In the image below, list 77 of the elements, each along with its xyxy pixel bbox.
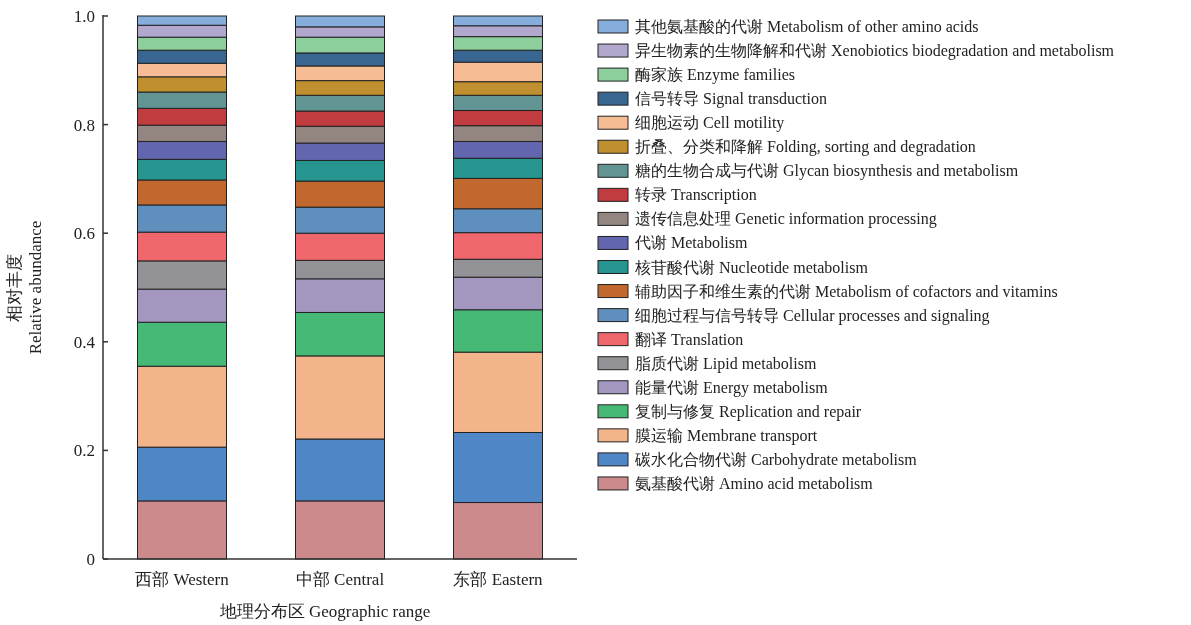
bar xyxy=(137,124,227,142)
bar xyxy=(453,36,543,51)
bar xyxy=(295,125,385,144)
y-tick-label: 0.8 xyxy=(73,115,95,135)
bar xyxy=(453,258,543,278)
legend-label: 代谢 Metabolism xyxy=(634,234,748,252)
y-tick-label: 0.4 xyxy=(73,332,96,352)
bar xyxy=(137,140,227,160)
bar xyxy=(453,125,543,142)
bar xyxy=(295,438,385,502)
legend-label: 能量代谢 Energy metabolism xyxy=(635,378,829,397)
legend-label: 核苷酸代谢 Nucleotide metabolism xyxy=(634,258,869,276)
y-tick-label: 0.6 xyxy=(73,224,95,244)
bar xyxy=(453,502,543,560)
bar xyxy=(295,15,385,28)
legend-label: 脂质代谢 Lipid metabolism xyxy=(635,354,817,373)
legend-label: 翻译 Translation xyxy=(635,330,744,348)
bar xyxy=(137,446,227,502)
x-axis-title: 地理分布区 Geographic range xyxy=(218,602,431,621)
y-axis-title: 相对丰度 Relative abundance xyxy=(5,220,45,355)
bar xyxy=(295,500,385,560)
y-tick-label: 0 xyxy=(86,550,95,569)
legend-label: 复制与修复 Replication and repair xyxy=(635,402,862,421)
legend-label: 转录 Transcription xyxy=(635,186,757,205)
bar xyxy=(295,232,385,261)
bar xyxy=(295,180,385,208)
bar xyxy=(137,260,227,290)
bar xyxy=(137,500,227,560)
legend-label: 辅助因子和维生素的代谢 Metabolism of cofactors and vitamins xyxy=(635,282,1058,300)
bar xyxy=(137,15,227,26)
bar xyxy=(295,142,385,161)
bar xyxy=(295,80,385,96)
bar xyxy=(453,81,543,96)
legend-label: 细胞过程与信号转导 Cellular processes and signaling xyxy=(635,306,990,325)
bar xyxy=(295,94,385,112)
bar xyxy=(137,231,227,262)
bar xyxy=(137,107,227,126)
x-tick-label: 东部 Eastern xyxy=(453,570,544,589)
bar xyxy=(453,276,543,311)
bar xyxy=(137,179,227,206)
bar xyxy=(453,232,543,260)
bar xyxy=(453,140,543,159)
legend-label: 细胞运动 Cell motility xyxy=(635,114,785,133)
legend-label: 遗传信息处理 Genetic information processing xyxy=(635,210,937,229)
bar xyxy=(453,15,543,27)
legend-label: 碳水化合物代谢 Carbohydrate metabolism xyxy=(634,450,918,469)
y-tick-label: 1.0 xyxy=(73,7,95,26)
bar xyxy=(295,311,385,357)
x-tick-label: 西部 Western xyxy=(135,570,230,589)
bar xyxy=(137,76,227,93)
bar xyxy=(137,288,227,323)
bar xyxy=(453,61,543,83)
legend-label: 氨基酸代谢 Amino acid metabolism xyxy=(635,474,874,492)
legend-label: 酶家族 Enzyme families xyxy=(635,66,795,85)
bar xyxy=(295,355,385,440)
bar xyxy=(453,177,543,210)
y-tick-label: 0.2 xyxy=(73,441,95,461)
bar xyxy=(137,91,227,109)
legend-label: 膜运输 Membrane transport xyxy=(635,426,818,445)
bar xyxy=(137,321,227,367)
legend-label: 信号转导 Signal transduction xyxy=(635,90,827,109)
bar xyxy=(295,110,385,127)
bar xyxy=(453,309,543,353)
legend-label: 糖的生物合成与代谢 Glycan biosynthesis and metabolism xyxy=(635,162,1019,181)
bar xyxy=(137,365,227,448)
bar xyxy=(453,351,543,433)
bar xyxy=(453,94,543,111)
bar xyxy=(295,36,385,54)
legend-label: 其他氨基酸的代谢 Metabolism of other amino acids xyxy=(635,18,979,35)
legend-label: 异生物素的生物降解和代谢 Xenobiotics biodegradation and metabolism xyxy=(635,42,1115,61)
legend-label: 折叠、分类和降解 Folding, sorting and degradation xyxy=(635,138,976,157)
bar xyxy=(453,431,543,504)
bar xyxy=(295,259,385,280)
bar xyxy=(453,109,543,127)
x-tick-label: 中部 Central xyxy=(295,570,385,589)
bar xyxy=(295,278,385,313)
bar xyxy=(137,36,227,51)
